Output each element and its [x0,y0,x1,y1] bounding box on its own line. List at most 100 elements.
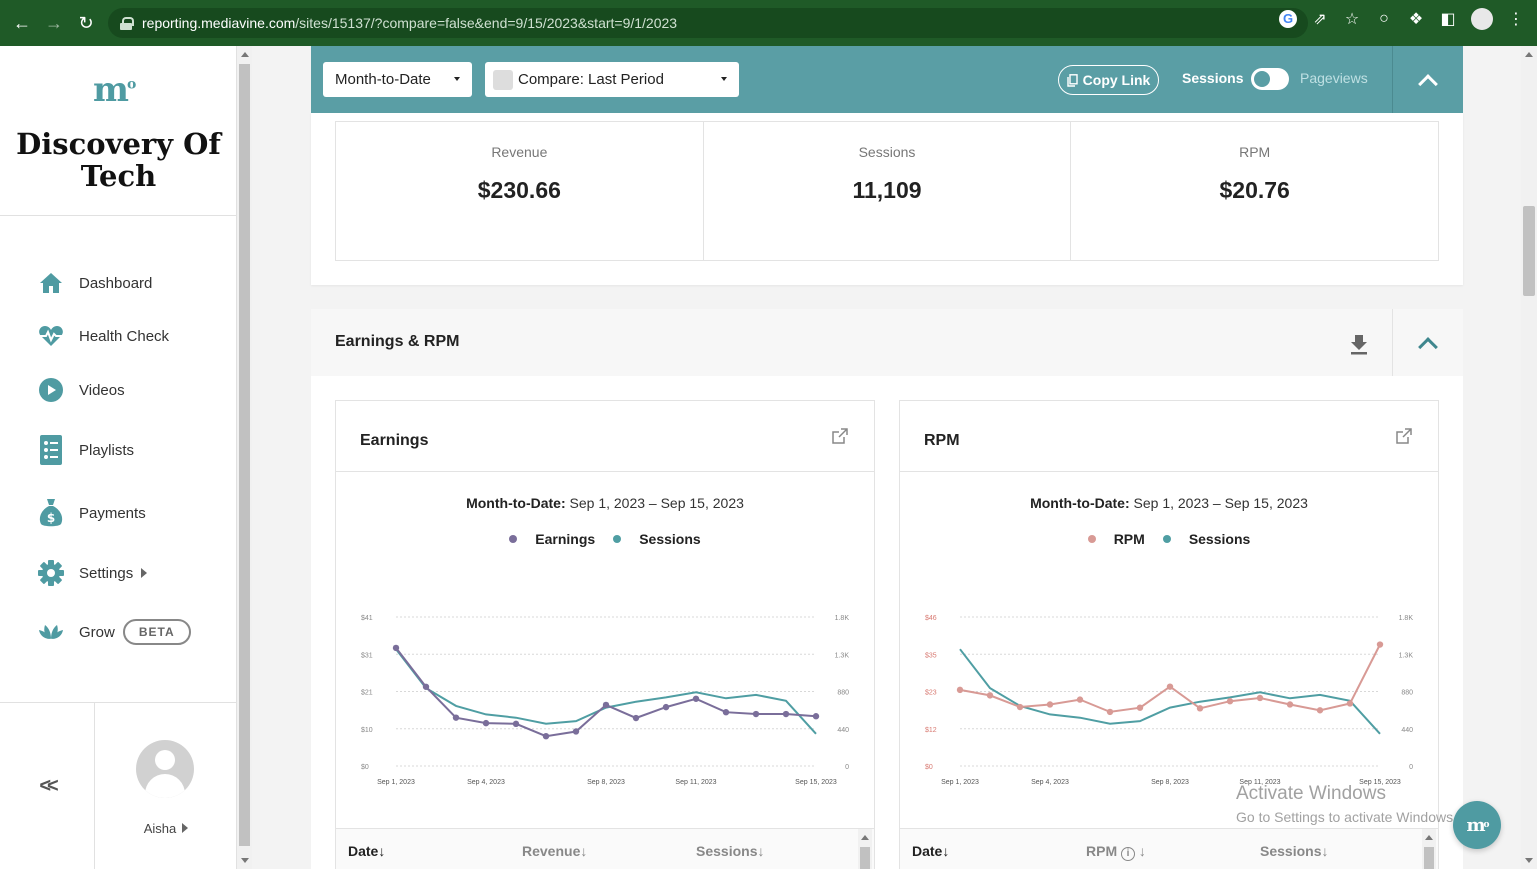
menu-dots-icon[interactable]: ⋮ [1508,11,1524,28]
scroll-down-icon[interactable] [1525,858,1533,863]
sort-date-header[interactable]: Date↓ [348,843,386,859]
compare-select[interactable]: Compare: Last Period [485,62,739,97]
legend-item-rpm[interactable]: RPM [1087,531,1145,547]
sidebar-item-videos[interactable]: Videos [38,375,228,405]
header-label: Revenue [522,843,581,859]
side-panel-icon[interactable]: ◧ [1440,11,1456,28]
data-point[interactable] [662,703,670,711]
sidebar-item-grow[interactable]: Grow BETA [38,617,228,647]
address-bar[interactable]: reporting.mediavine.com/sites/15137/?com… [108,8,1308,38]
data-point[interactable] [1136,704,1144,711]
play-icon [38,377,64,403]
collapse-section-button[interactable] [1392,309,1463,376]
x-tick-label: Sep 1, 2023 [941,779,979,786]
sidebar-scrollbar[interactable] [237,46,252,869]
sidebar-item-health-check[interactable]: Health Check [38,321,228,351]
card-title: RPM [924,432,960,449]
scroll-down-icon[interactable] [241,858,249,863]
collapse-toolbar-button[interactable] [1392,46,1463,113]
data-point[interactable] [692,695,700,702]
user-menu[interactable]: Aisha [95,821,237,836]
caret-right-icon [141,568,148,578]
data-point[interactable] [1076,696,1084,703]
sidebar-item-dashboard[interactable]: Dashboard [38,268,228,298]
info-icon[interactable]: i [1121,847,1136,861]
back-icon[interactable]: ← [13,12,31,33]
table-scrollbar[interactable] [858,829,872,869]
legend-label: RPM [1113,531,1145,547]
data-point[interactable] [602,701,610,709]
sidebar-item-payments[interactable]: $ Payments [38,498,228,528]
legend-item-earnings[interactable]: Earnings [509,531,595,547]
open-external-icon[interactable] [832,428,848,444]
site-name-line1: Discovery Of [16,127,221,161]
data-point[interactable] [1226,698,1234,705]
sort-sessions-header[interactable]: Sessions↓ [1260,843,1329,859]
copy-link-button[interactable]: Copy Link [1058,65,1159,95]
forward-icon[interactable]: → [45,12,63,33]
y-right-tick-label: 880 [1401,690,1413,697]
open-external-icon[interactable] [1396,428,1412,444]
sidebar-item-settings[interactable]: Settings [38,558,228,588]
y-left-tick-label: $21 [361,690,373,697]
data-point[interactable] [422,683,430,690]
sort-revenue-header[interactable]: Revenue↓ [522,843,588,859]
share-icon[interactable]: ⇗ [1313,11,1327,28]
sort-sessions-header[interactable]: Sessions↓ [696,843,765,859]
rpm-chart-card: RPM Month-to-Date: Sep 1, 2023 – Sep 15,… [899,400,1439,869]
data-point[interactable] [1166,683,1174,690]
reload-icon[interactable]: ↻ [78,12,94,33]
scroll-up-icon[interactable] [241,52,249,57]
download-icon[interactable] [1349,333,1369,355]
mediavine-logo-icon[interactable]: mo [93,70,136,110]
data-point[interactable] [986,692,994,699]
data-point[interactable] [542,733,550,740]
sort-rpm-header[interactable]: RPM i ↓ [1086,843,1146,861]
data-point[interactable] [632,714,640,722]
sidebar-item-label: Playlists [79,441,135,459]
extension-circle-icon[interactable]: ○ [1379,10,1389,27]
data-point[interactable] [782,710,790,718]
data-point[interactable] [722,709,730,716]
data-point[interactable] [1256,694,1264,702]
page-scrollbar[interactable] [1521,46,1537,869]
legend-item-sessions[interactable]: Sessions [613,531,701,547]
range-label: Month-to-Date: [1030,495,1130,511]
avatar[interactable] [136,740,194,798]
table-scrollbar[interactable] [1422,829,1436,869]
data-point[interactable] [1106,708,1114,716]
data-point[interactable] [512,720,520,728]
data-point[interactable] [572,728,580,735]
google-icon[interactable]: G [1279,10,1297,28]
scrollbar-thumb[interactable] [1523,206,1535,296]
legend-item-sessions[interactable]: Sessions [1162,531,1250,547]
data-point[interactable] [1316,707,1324,714]
sidebar-item-playlists[interactable]: Playlists [38,435,228,465]
period-select[interactable]: Month-to-Date [323,62,472,97]
data-point[interactable] [392,644,400,652]
data-point[interactable] [1196,705,1204,712]
data-point[interactable] [1346,700,1354,707]
scroll-up-icon[interactable] [1525,52,1533,57]
y-right-tick-label: 1.8K [1399,615,1414,622]
data-point[interactable] [452,714,460,721]
data-point[interactable] [812,713,820,720]
data-point[interactable] [956,686,964,694]
data-point[interactable] [1286,701,1294,708]
puzzle-icon[interactable]: ❖ [1408,11,1424,28]
chart-legend: Earnings Sessions [336,531,874,547]
data-point[interactable] [752,710,760,718]
collapse-sidebar-button[interactable]: << [0,703,95,869]
profile-avatar-icon[interactable] [1471,8,1493,30]
star-icon[interactable]: ☆ [1344,11,1360,28]
data-point[interactable] [1046,701,1054,708]
scrollbar-thumb[interactable] [239,64,250,846]
compare-checkbox[interactable] [493,69,513,90]
sessions-pageviews-toggle[interactable] [1251,68,1289,90]
sort-date-header[interactable]: Date↓ [912,843,950,859]
url-host: reporting.mediavine.com [142,15,296,31]
data-point[interactable] [1376,641,1384,648]
data-point[interactable] [1016,703,1024,711]
data-point[interactable] [482,719,490,727]
